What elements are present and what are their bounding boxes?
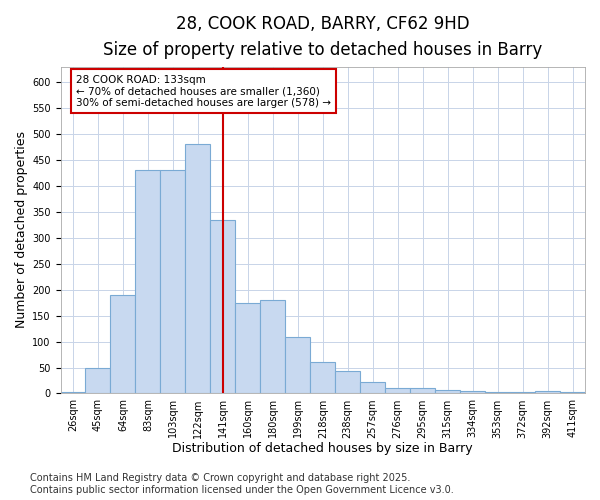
Bar	[535, 392, 560, 394]
Bar	[61, 392, 85, 394]
Bar	[485, 392, 510, 394]
Text: Contains HM Land Registry data © Crown copyright and database right 2025.
Contai: Contains HM Land Registry data © Crown c…	[30, 474, 454, 495]
Bar	[510, 392, 535, 394]
X-axis label: Distribution of detached houses by size in Barry: Distribution of detached houses by size …	[172, 442, 473, 455]
Bar	[211, 220, 235, 394]
Bar	[310, 362, 335, 394]
Bar	[110, 295, 136, 394]
Bar	[160, 170, 185, 394]
Bar	[435, 390, 460, 394]
Bar	[460, 392, 485, 394]
Bar	[260, 300, 285, 394]
Bar	[410, 388, 435, 394]
Y-axis label: Number of detached properties: Number of detached properties	[15, 132, 28, 328]
Title: 28, COOK ROAD, BARRY, CF62 9HD
Size of property relative to detached houses in B: 28, COOK ROAD, BARRY, CF62 9HD Size of p…	[103, 15, 542, 60]
Bar	[560, 392, 585, 394]
Bar	[335, 371, 360, 394]
Text: 28 COOK ROAD: 133sqm
← 70% of detached houses are smaller (1,360)
30% of semi-de: 28 COOK ROAD: 133sqm ← 70% of detached h…	[76, 74, 331, 108]
Bar	[360, 382, 385, 394]
Bar	[385, 388, 410, 394]
Bar	[85, 368, 110, 394]
Bar	[185, 144, 211, 394]
Bar	[136, 170, 160, 394]
Bar	[285, 338, 310, 394]
Bar	[235, 302, 260, 394]
